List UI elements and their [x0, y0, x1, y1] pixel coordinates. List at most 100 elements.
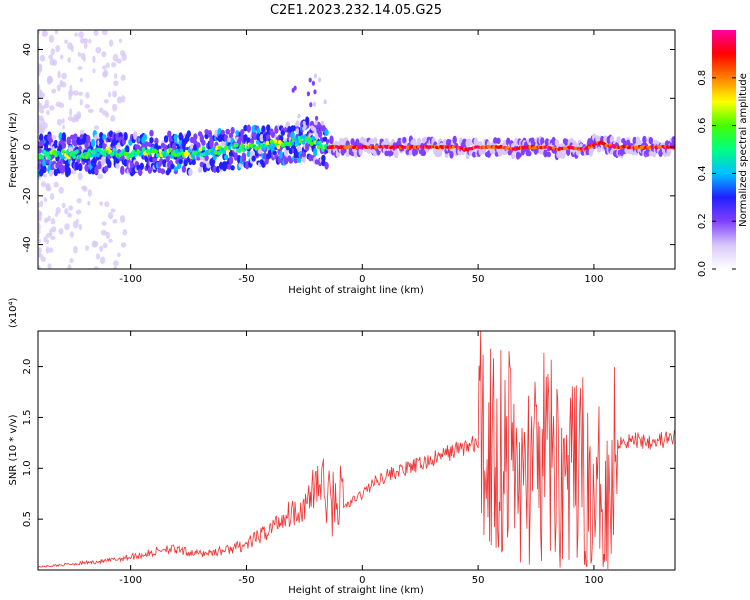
spectrogram-cell: [402, 136, 407, 144]
spectrogram-cell: [50, 235, 56, 240]
snr-x-tick-label: -50: [238, 575, 254, 586]
spectrogram-cell: [276, 144, 281, 150]
spectrogram-cell: [101, 65, 107, 70]
spectrogram-cell: [297, 113, 301, 119]
spectrogram-cell: [293, 158, 298, 164]
spectrogram-cell: [251, 155, 256, 162]
spectrogram-cell: [95, 253, 101, 260]
spectrogram-cell: [110, 208, 116, 213]
spectrogram-cell: [75, 209, 82, 215]
spectrogram-frame: [37, 29, 676, 270]
spectrogram-cell: [47, 155, 51, 160]
spectrogram-cell: [73, 133, 78, 140]
spectrogram-cell: [98, 107, 104, 113]
colorbar-gradient: [712, 30, 736, 269]
spectrogram-cell: [230, 126, 235, 135]
figure-title: C2E1.2023.232.14.05.G25: [270, 3, 442, 18]
spectrogram-cell: [230, 165, 235, 171]
spectrogram-cell: [125, 151, 129, 157]
spectrogram-cell: [308, 154, 313, 162]
spectrogram-x-tick-label: 50: [472, 274, 485, 285]
spectrogram-cell: [38, 253, 43, 258]
spectrogram-cell: [102, 242, 108, 249]
spectrogram-cell: [315, 115, 319, 121]
spectrogram-cell: [38, 238, 42, 244]
spectrogram-cell: [220, 141, 225, 147]
spectrogram-cell: [56, 84, 61, 92]
spectrogram-cell: [154, 137, 159, 145]
spectrogram-cell: [38, 124, 43, 133]
spectrogram-cell: [88, 38, 92, 44]
spectrogram-cell: [272, 150, 277, 156]
spectrogram-cell: [671, 136, 675, 145]
spectrogram-cell: [301, 140, 306, 145]
spectrogram-cell: [123, 131, 128, 141]
spectrogram-cell: [329, 135, 334, 145]
spectrogram-cell: [421, 149, 427, 157]
spectrogram-cell: [302, 120, 306, 126]
spectrogram-cell: [69, 231, 74, 238]
spectrogram-cell: [637, 139, 642, 147]
spectrogram-cell: [144, 141, 149, 147]
spectrogram-cell: [546, 151, 551, 158]
spectrogram-cell: [111, 62, 117, 68]
spectrogram-cell: [196, 152, 200, 158]
spectrogram-cell: [243, 134, 248, 142]
spectrogram-cell: [520, 147, 525, 156]
spectrogram-cell: [293, 137, 297, 142]
snr-x-tick-label: 50: [472, 575, 485, 586]
spectrogram-cell: [295, 120, 300, 129]
spectrogram-cell: [83, 41, 88, 50]
spectrogram-cell: [227, 136, 232, 143]
spectrogram-cell: [45, 151, 50, 156]
spectrogram-cell: [38, 214, 42, 220]
spectrogram-cell: [108, 39, 114, 47]
spectrogram-cell: [49, 105, 55, 111]
spectrogram-cell: [48, 170, 54, 177]
spectrogram-cell: [149, 137, 154, 144]
snr-y-tick-label: 0.5: [22, 511, 33, 527]
spectrogram-cell: [309, 102, 313, 108]
spectrogram-cell: [105, 231, 110, 240]
spectrogram-cell: [78, 91, 83, 96]
spectrogram-cell: [56, 118, 63, 126]
spectrogram-cell: [86, 134, 91, 144]
spectrogram-cell: [215, 145, 220, 150]
spectrogram-cell: [92, 55, 96, 63]
spectrogram-cell: [265, 140, 270, 146]
spectrogram-cell: [60, 54, 64, 60]
spectrogram-cell: [112, 103, 118, 112]
spectrogram-cell: [61, 141, 67, 149]
spectrogram-cell: [64, 39, 69, 44]
snr-x-tick-label: 100: [584, 575, 603, 586]
spectrogram-cell: [311, 126, 315, 132]
spectrogram-cell: [119, 50, 126, 57]
spectrogram-cell: [113, 260, 119, 267]
spectrogram-cell: [173, 152, 178, 158]
snr-y-label: SNR (10 * v/v): [8, 414, 19, 485]
spectrogram-cell: [101, 221, 107, 226]
spectrogram-cell: [102, 152, 107, 158]
spectrogram-cell: [373, 137, 378, 144]
spectrogram-x-tick-label: -100: [119, 274, 142, 285]
spectrogram-cell: [235, 130, 240, 136]
spectrogram-y-tick-label: 20: [22, 92, 33, 105]
spectrogram-cell: [107, 212, 114, 220]
spectrogram-cell: [101, 51, 107, 58]
spectrogram-cell: [79, 37, 85, 44]
spectrogram-cell: [85, 245, 90, 251]
spectrogram-cell: [101, 30, 108, 36]
spectrogram-cell: [240, 129, 245, 135]
spectrogram-cell: [113, 265, 117, 269]
spectrogram-cell: [201, 139, 206, 146]
spectrogram-cell: [189, 136, 195, 144]
spectrogram-cell: [201, 146, 206, 151]
spectrogram-cell: [64, 208, 69, 215]
spectrogram-cell: [61, 132, 67, 142]
spectrogram-cell: [228, 132, 234, 139]
spectrogram-cell: [273, 139, 278, 144]
spectrogram-cell: [51, 88, 57, 94]
spectrogram-cell: [111, 151, 115, 156]
spectrogram-cell: [296, 140, 300, 145]
spectrogram-cell: [120, 74, 126, 81]
